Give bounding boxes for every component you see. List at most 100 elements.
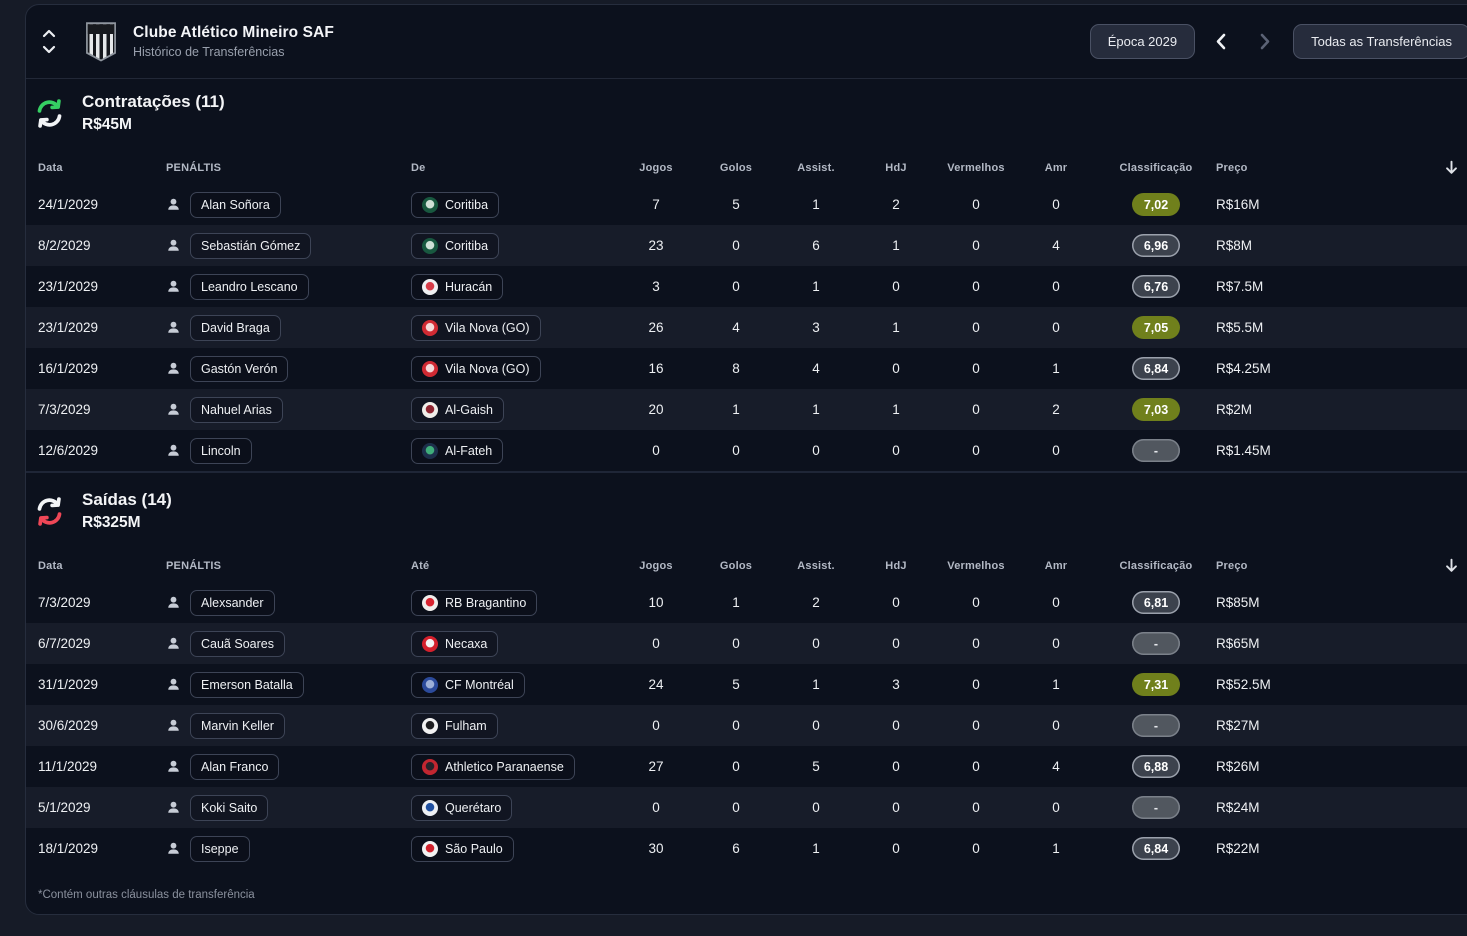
- table-row: 31/1/2029 Emerson Batalla CF Montréal 24…: [26, 664, 1467, 705]
- player-name-chip[interactable]: Alexsander: [190, 589, 275, 616]
- column-header[interactable]: HdJ: [885, 161, 907, 174]
- filter-button[interactable]: Todas as Transferências: [1293, 24, 1467, 59]
- club-chip[interactable]: Querétaro: [411, 794, 513, 821]
- previous-season-button[interactable]: [1207, 27, 1234, 56]
- club-cell: RB Bragantino: [411, 589, 616, 616]
- assists-value: 0: [812, 443, 820, 458]
- player-cell: Koki Saito: [166, 794, 411, 821]
- column-header[interactable]: Vermelhos: [947, 559, 1005, 572]
- club-chip[interactable]: Vila Nova (GO): [411, 314, 541, 341]
- player-name: Gastón Verón: [201, 361, 278, 376]
- column-header[interactable]: Classificação: [1119, 559, 1193, 572]
- games-value: 16: [648, 361, 664, 376]
- column-header[interactable]: De: [411, 161, 426, 174]
- club-badge-icon: [422, 799, 438, 816]
- player-cell: Nahuel Arias: [166, 396, 411, 423]
- club-name: Athletico Paranaense: [445, 759, 564, 774]
- rating-cell: -: [1132, 632, 1180, 655]
- club-chip[interactable]: Fulham: [411, 712, 498, 739]
- column-header[interactable]: Golos: [719, 559, 753, 572]
- motm-value: 0: [892, 595, 900, 610]
- column-header[interactable]: Assist.: [797, 161, 835, 174]
- club-chip[interactable]: RB Bragantino: [411, 589, 538, 616]
- club-chip[interactable]: Coritiba: [411, 232, 500, 259]
- column-header[interactable]: Golos: [719, 161, 753, 174]
- club-chip[interactable]: Al-Fateh: [411, 437, 504, 464]
- next-season-button[interactable]: [1252, 27, 1279, 56]
- assists-value: 1: [812, 402, 820, 417]
- player-icon: [168, 239, 179, 251]
- transfer-date: 18/1/2029: [38, 841, 99, 856]
- player-name-chip[interactable]: Marvin Keller: [190, 712, 285, 739]
- player-name-chip[interactable]: Lincoln: [190, 437, 252, 464]
- screen-title: Histórico de Transferências: [133, 45, 285, 59]
- column-header[interactable]: Até: [411, 559, 430, 572]
- season-button[interactable]: Época 2029: [1089, 24, 1196, 59]
- player-name-chip[interactable]: Nahuel Arias: [190, 396, 283, 423]
- column-header[interactable]: Assist.: [797, 559, 835, 572]
- motm-value: 0: [892, 361, 900, 376]
- player-name-chip[interactable]: Cauã Soares: [190, 630, 285, 657]
- player-name-chip[interactable]: Sebastián Gómez: [190, 232, 312, 259]
- club-chip[interactable]: CF Montréal: [411, 671, 525, 698]
- panel-collapse-control[interactable]: [40, 25, 58, 58]
- club-badge-icon: [422, 360, 438, 377]
- fee-value: R$1.45M: [1216, 443, 1271, 458]
- column-header[interactable]: Preço: [1216, 559, 1248, 572]
- column-header[interactable]: Classificação: [1119, 161, 1193, 174]
- club-chip[interactable]: Vila Nova (GO): [411, 355, 541, 382]
- fee-value: R$2M: [1216, 402, 1253, 417]
- sort-descending-icon[interactable]: [1443, 557, 1460, 574]
- player-name-chip[interactable]: Alan Soñora: [190, 191, 281, 218]
- player-name-chip[interactable]: Alan Franco: [190, 753, 280, 780]
- games-value: 0: [652, 718, 660, 733]
- player-name-chip[interactable]: Koki Saito: [190, 794, 269, 821]
- assists-value: 1: [812, 279, 820, 294]
- club-chip[interactable]: Al-Gaish: [411, 396, 504, 423]
- club-cell: Fulham: [411, 712, 616, 739]
- fee-value: R$27M: [1216, 718, 1260, 733]
- player-name: David Braga: [201, 320, 270, 335]
- motm-value: 1: [892, 402, 900, 417]
- yellow-cards-value: 1: [1052, 361, 1060, 376]
- games-value: 24: [648, 677, 664, 692]
- club-chip[interactable]: São Paulo: [411, 835, 514, 862]
- column-header[interactable]: PENÁLTIS: [166, 559, 222, 572]
- player-cell: Emerson Batalla: [166, 671, 411, 698]
- player-name-chip[interactable]: Emerson Batalla: [190, 671, 304, 698]
- motm-value: 0: [892, 800, 900, 815]
- club-chip[interactable]: Necaxa: [411, 630, 499, 657]
- column-header[interactable]: Vermelhos: [947, 161, 1005, 174]
- column-header[interactable]: Jogos: [639, 559, 673, 572]
- column-header[interactable]: Data: [38, 559, 63, 572]
- column-header[interactable]: Amr: [1044, 559, 1068, 572]
- sort-descending-icon[interactable]: [1443, 159, 1460, 176]
- column-header[interactable]: Jogos: [639, 161, 673, 174]
- player-name-chip[interactable]: David Braga: [190, 314, 281, 341]
- motm-value: 0: [892, 636, 900, 651]
- column-header[interactable]: Amr: [1044, 161, 1068, 174]
- club-name: São Paulo: [445, 841, 503, 856]
- fee-value: R$22M: [1216, 841, 1260, 856]
- rating-badge: 7,31: [1132, 673, 1180, 696]
- column-header[interactable]: PENÁLTIS: [166, 161, 222, 174]
- club-chip[interactable]: Coritiba: [411, 191, 500, 218]
- column-header[interactable]: HdJ: [885, 559, 907, 572]
- player-name-chip[interactable]: Iseppe: [190, 835, 250, 862]
- fee-value: R$26M: [1216, 759, 1260, 774]
- transfer-date: 30/6/2029: [38, 718, 99, 733]
- transfers-in-table: 24/1/2029 Alan Soñora Coritiba 7 5 1 2 0…: [26, 184, 1467, 471]
- header-titles: Clube Atlético Mineiro SAF Histórico de …: [133, 24, 334, 59]
- club-badge-icon: [422, 196, 438, 213]
- player-name-chip[interactable]: Leandro Lescano: [190, 273, 309, 300]
- club-badge-icon: [422, 594, 438, 611]
- motm-value: 1: [892, 238, 900, 253]
- chevron-left-icon: [1216, 33, 1226, 50]
- club-chip[interactable]: Athletico Paranaense: [411, 753, 575, 780]
- red-cards-value: 0: [972, 636, 980, 651]
- club-chip[interactable]: Huracán: [411, 273, 504, 300]
- club-cell: CF Montréal: [411, 671, 616, 698]
- column-header[interactable]: Data: [38, 161, 63, 174]
- player-name-chip[interactable]: Gastón Verón: [190, 355, 289, 382]
- column-header[interactable]: Preço: [1216, 161, 1248, 174]
